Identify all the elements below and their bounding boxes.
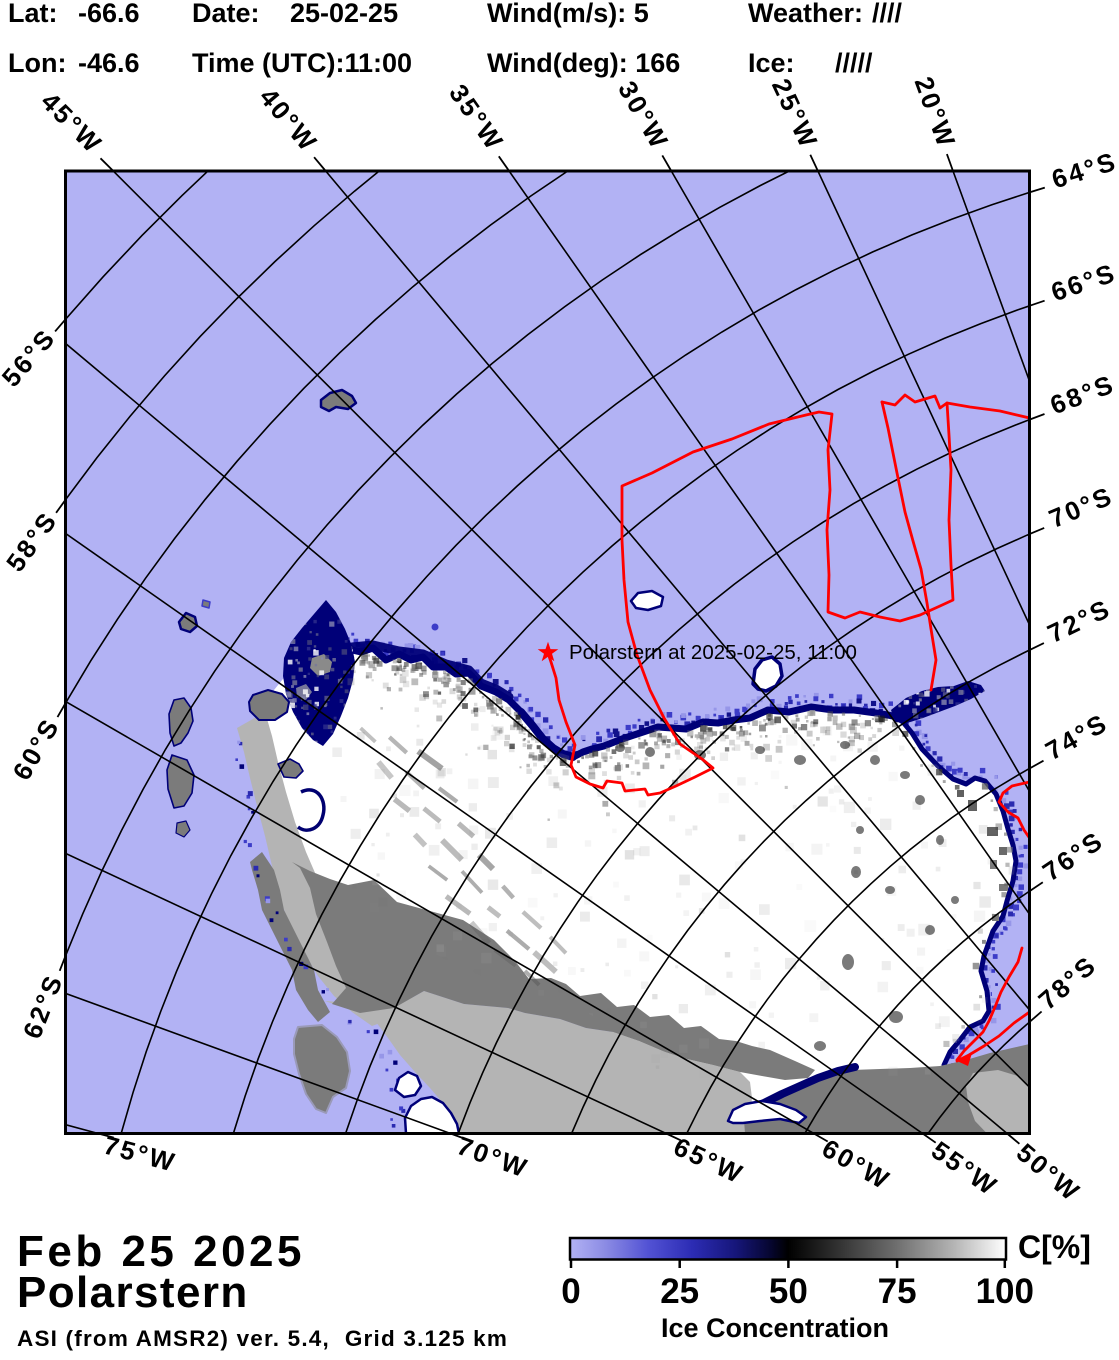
svg-text:Wind(deg): 166: Wind(deg): 166: [487, 48, 680, 78]
svg-text:Lat:: Lat:: [8, 0, 58, 28]
svg-text:66°S: 66°S: [1047, 257, 1119, 307]
svg-text:Weather:: Weather:: [748, 0, 863, 28]
svg-text:////: ////: [872, 0, 903, 28]
svg-text:40°W: 40°W: [254, 82, 324, 158]
svg-text:45°W: 45°W: [35, 86, 108, 159]
svg-text:Ice Concentration: Ice Concentration: [661, 1313, 889, 1343]
svg-text:75°W: 75°W: [101, 1130, 180, 1178]
svg-text:74°S: 74°S: [1040, 707, 1113, 766]
svg-text:68°S: 68°S: [1046, 369, 1119, 421]
svg-text:C[%]: C[%]: [1018, 1229, 1091, 1265]
svg-text:Ice:: Ice:: [748, 48, 795, 78]
svg-text:64°S: 64°S: [1048, 146, 1119, 194]
svg-text:30°W: 30°W: [612, 76, 675, 155]
svg-text:70°W: 70°W: [453, 1130, 533, 1183]
svg-text:Feb 25 2025: Feb 25 2025: [17, 1227, 305, 1276]
svg-text:Wind(m/s): 5: Wind(m/s): 5: [487, 0, 649, 28]
svg-text:0: 0: [561, 1272, 580, 1311]
svg-text:Lon:: Lon:: [8, 48, 66, 78]
svg-text:76°S: 76°S: [1037, 825, 1109, 887]
svg-text:55°W: 55°W: [926, 1135, 1004, 1202]
svg-text:Date:: Date:: [192, 0, 260, 28]
svg-text:65°W: 65°W: [669, 1131, 749, 1189]
svg-text:-46.6: -46.6: [78, 48, 140, 78]
svg-text:Polarstern: Polarstern: [17, 1268, 249, 1317]
svg-text:25-02-25: 25-02-25: [290, 0, 398, 28]
svg-text:62°S: 62°S: [17, 970, 69, 1043]
svg-text:72°S: 72°S: [1043, 593, 1116, 649]
svg-text:-66.6: -66.6: [78, 0, 140, 28]
svg-text:ASI (from AMSR2) ver. 5.4, Gr: ASI (from AMSR2) ver. 5.4, Grid 3.125 km: [17, 1326, 508, 1351]
svg-text:78°S: 78°S: [1032, 949, 1102, 1015]
svg-text:70°S: 70°S: [1045, 480, 1118, 534]
svg-text:75: 75: [878, 1272, 917, 1311]
svg-text:50°W: 50°W: [1011, 1137, 1087, 1207]
svg-text:60°S: 60°S: [6, 712, 65, 785]
svg-text:Polarstern at 2025-02-25, 11:0: Polarstern at 2025-02-25, 11:00: [569, 641, 857, 664]
svg-text:50: 50: [769, 1272, 808, 1311]
svg-text:56°S: 56°S: [0, 322, 62, 392]
svg-text:20°W: 20°W: [909, 73, 962, 153]
svg-text:25°W: 25°W: [766, 74, 824, 154]
svg-text:25: 25: [660, 1272, 699, 1311]
svg-text:Time (UTC):11:00: Time (UTC):11:00: [192, 48, 412, 78]
svg-text:60°W: 60°W: [817, 1133, 896, 1196]
svg-text://///: /////: [835, 48, 873, 78]
svg-text:100: 100: [976, 1272, 1034, 1311]
svg-text:58°S: 58°S: [0, 506, 63, 578]
svg-text:35°W: 35°W: [443, 79, 510, 157]
